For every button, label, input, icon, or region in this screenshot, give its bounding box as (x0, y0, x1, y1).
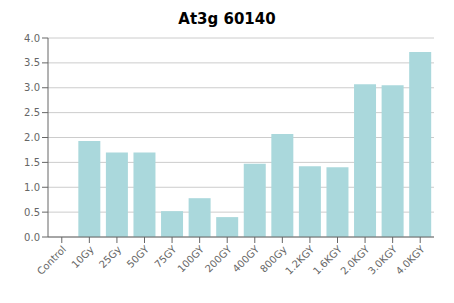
svg-text:1.6KGY: 1.6KGY (311, 243, 345, 277)
svg-text:2.5: 2.5 (24, 107, 40, 118)
svg-text:75GY: 75GY (152, 243, 179, 270)
svg-text:10Gy: 10Gy (69, 244, 95, 270)
svg-text:2.0KGY: 2.0KGY (338, 243, 372, 277)
svg-text:1.0: 1.0 (24, 182, 40, 193)
svg-text:3.0KGY: 3.0KGY (366, 243, 400, 277)
svg-text:0.0: 0.0 (24, 232, 40, 243)
svg-text:3.0: 3.0 (24, 82, 40, 93)
svg-text:0.5: 0.5 (24, 207, 40, 218)
svg-text:800Gy: 800Gy (257, 243, 289, 275)
svg-text:50GY: 50GY (125, 243, 152, 270)
svg-text:2.0: 2.0 (24, 132, 40, 143)
svg-text:4.0: 4.0 (24, 33, 40, 44)
svg-text:100GY: 100GY (175, 243, 206, 274)
svg-text:3.5: 3.5 (24, 57, 40, 68)
svg-text:1.2KGY: 1.2KGY (283, 243, 317, 277)
svg-text:4.0KGY: 4.0KGY (394, 243, 428, 277)
svg-text:200GY: 200GY (203, 243, 234, 274)
svg-text:Control: Control (35, 244, 68, 277)
html-text:At3g 60140: At3g 60140 (178, 10, 276, 28)
svg-text:25Gy: 25Gy (97, 244, 123, 270)
svg-text:1.5: 1.5 (24, 157, 40, 168)
svg-text:400GY: 400GY (230, 243, 261, 274)
